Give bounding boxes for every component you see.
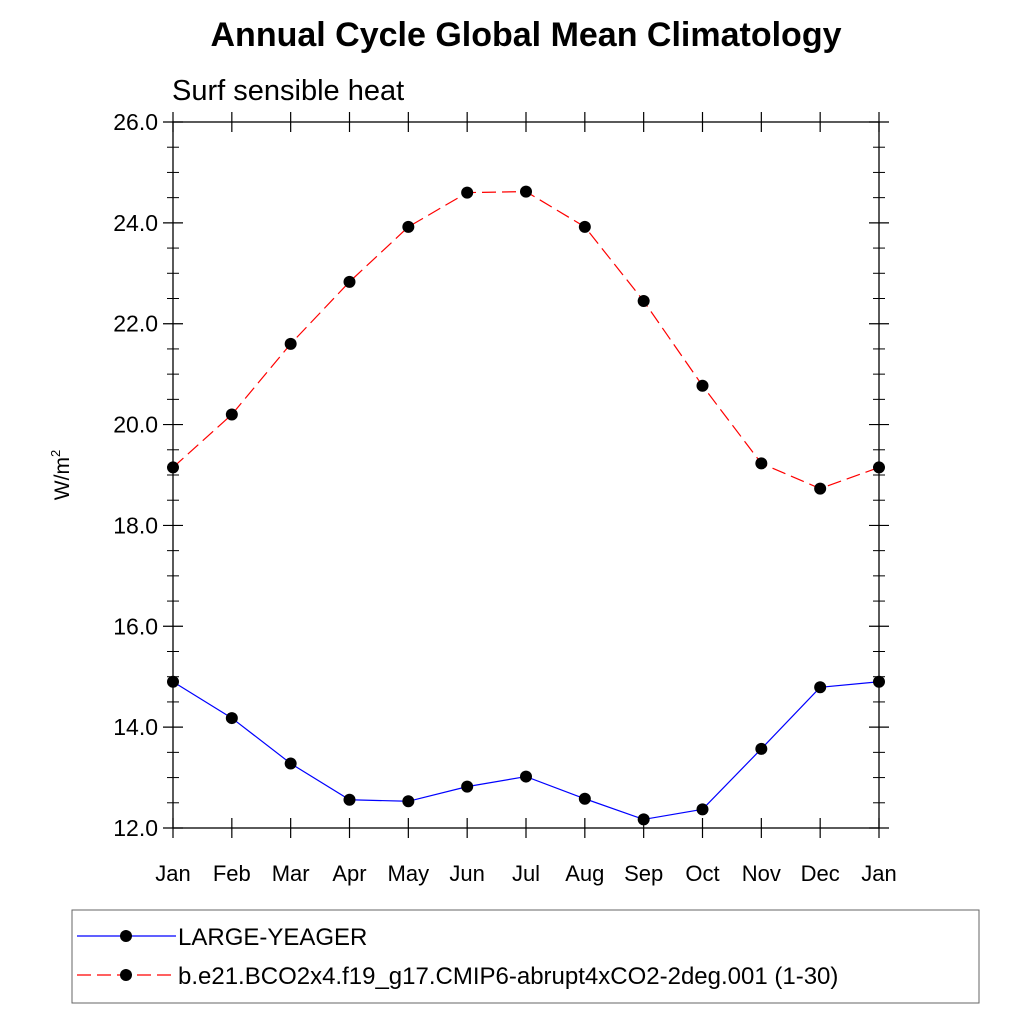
axes-layer: 12.0 14.0 16.0 18.0 20.0 22.0 24.0 26.0 Jan Feb Ma… bbox=[113, 109, 897, 886]
y-tick-label: 22.0 bbox=[113, 311, 158, 337]
series-1 bbox=[167, 675, 885, 826]
series-1-point bbox=[520, 770, 532, 783]
series-2-point bbox=[167, 461, 179, 474]
svg-text:W/m2: W/m2 bbox=[48, 450, 74, 500]
x-tick-label: Nov bbox=[742, 861, 781, 886]
y-tick-label: 14.0 bbox=[113, 714, 158, 740]
y-tick-label: 18.0 bbox=[113, 512, 158, 538]
series-2-point bbox=[343, 275, 356, 288]
x-tick-label: Sep bbox=[624, 861, 663, 886]
x-tick-label: Apr bbox=[332, 861, 366, 886]
series-1-point bbox=[402, 795, 415, 808]
series-2-point bbox=[873, 461, 885, 474]
series-1-point bbox=[873, 675, 885, 688]
series-2-line bbox=[172, 190, 880, 490]
chart-subtitle: Surf sensible heat bbox=[172, 75, 404, 107]
x-tick-label: Jan bbox=[861, 861, 896, 886]
x-tick-label: Jul bbox=[512, 861, 540, 886]
legend-frame bbox=[71, 909, 980, 1004]
series-1-point bbox=[696, 803, 709, 816]
series-1-point bbox=[225, 712, 238, 725]
y-axis-label: W/m2 bbox=[48, 450, 74, 500]
series-1-line bbox=[172, 681, 880, 821]
y-tick-label: 26.0 bbox=[113, 109, 158, 135]
x-tick-label: May bbox=[388, 861, 430, 886]
series-2-point bbox=[814, 482, 827, 495]
series-1-point bbox=[637, 813, 650, 826]
y-tick-label: 12.0 bbox=[113, 815, 158, 841]
series-2-point bbox=[578, 220, 591, 233]
x-tick-label: Feb bbox=[213, 861, 251, 886]
series-1-point bbox=[167, 675, 179, 688]
x-tick-label: Aug bbox=[565, 861, 604, 886]
series-2-point bbox=[402, 220, 415, 233]
legend-marker-1 bbox=[120, 930, 132, 942]
y-tick-label: 20.0 bbox=[113, 412, 158, 438]
series-1-point bbox=[814, 681, 827, 694]
series-1-point bbox=[578, 792, 591, 805]
series-2-point bbox=[520, 185, 532, 198]
series-2-point bbox=[755, 457, 768, 470]
x-tick-label: Jan bbox=[155, 861, 190, 886]
legend-label-2: b.e21.BCO2x4.f19_g17.CMIP6-abrupt4xCO2-2… bbox=[178, 963, 838, 990]
series-2-point bbox=[461, 186, 474, 199]
y-tick-label: 16.0 bbox=[113, 613, 158, 639]
legend-label-1: LARGE-YEAGER bbox=[178, 924, 367, 951]
legend-marker-2 bbox=[120, 969, 132, 981]
series-2-point bbox=[284, 337, 297, 350]
series-1-point bbox=[755, 742, 768, 755]
series-2 bbox=[167, 185, 885, 495]
legend: LARGE-YEAGER b.e21.BCO2x4.f19_g17.CMIP6-a… bbox=[71, 909, 980, 1004]
x-tick-label: Mar bbox=[272, 861, 310, 886]
series-2-point bbox=[225, 408, 238, 421]
y-axis-label-text: W/m bbox=[51, 457, 74, 500]
series-2-point bbox=[637, 295, 650, 308]
x-tick-label: Oct bbox=[685, 861, 719, 886]
y-axis-label-superscript: 2 bbox=[48, 450, 63, 457]
chart-title: Annual Cycle Global Mean Climatology bbox=[211, 16, 842, 54]
y-tick-label: 24.0 bbox=[113, 210, 158, 236]
series-1-point bbox=[284, 757, 297, 770]
series-2-point bbox=[696, 379, 709, 392]
series-1-point bbox=[461, 780, 474, 793]
x-tick-label: Jun bbox=[449, 861, 484, 886]
series-1-point bbox=[343, 793, 356, 806]
plot-frame bbox=[172, 121, 880, 829]
series-layer bbox=[167, 185, 885, 826]
x-tick-label: Dec bbox=[801, 861, 840, 886]
